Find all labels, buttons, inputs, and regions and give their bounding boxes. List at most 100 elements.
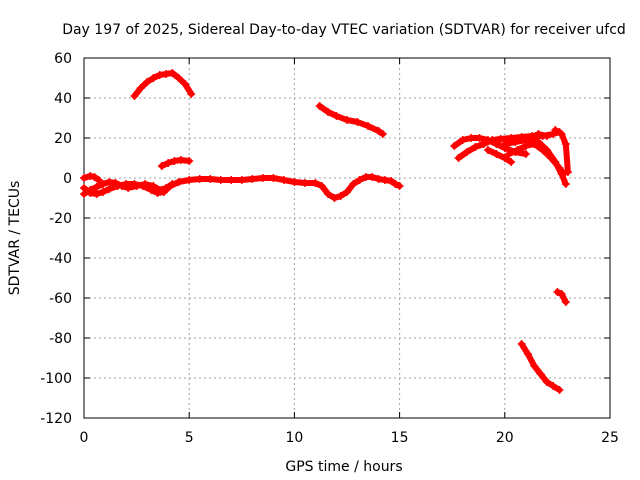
data-point xyxy=(378,130,387,138)
data-point xyxy=(355,176,364,184)
data-point xyxy=(180,80,189,88)
series-arc-drop xyxy=(517,340,564,394)
data-point xyxy=(155,186,164,194)
data-point xyxy=(557,290,566,298)
grid xyxy=(84,58,610,418)
data-point xyxy=(450,142,459,150)
data-point xyxy=(549,382,558,390)
data-point xyxy=(300,179,309,187)
data-point xyxy=(324,108,333,116)
data-point xyxy=(488,136,497,144)
x-tick-label: 5 xyxy=(185,430,194,446)
data-point xyxy=(364,122,373,130)
data-point xyxy=(523,350,532,358)
data-point xyxy=(237,176,246,184)
data-series xyxy=(80,69,572,394)
data-point xyxy=(94,176,103,184)
data-point xyxy=(105,185,114,193)
data-point xyxy=(479,140,488,148)
data-point xyxy=(80,174,88,182)
data-point xyxy=(311,179,320,187)
data-point xyxy=(90,173,99,181)
y-axis-label: SDTVAR / TECUs xyxy=(7,181,23,296)
data-point xyxy=(174,178,183,186)
data-point xyxy=(561,298,570,306)
series-arc-high-early xyxy=(130,69,196,100)
x-tick-label: 20 xyxy=(496,430,514,446)
data-point xyxy=(324,190,333,198)
data-point xyxy=(258,174,267,182)
data-point xyxy=(132,182,141,190)
data-point xyxy=(290,178,299,186)
data-point xyxy=(174,74,183,82)
series-arc-late-c xyxy=(483,146,516,166)
plot-frame xyxy=(83,57,611,419)
data-point xyxy=(86,186,95,194)
data-point xyxy=(561,140,570,148)
data-point xyxy=(530,140,539,148)
series-arc-main-b xyxy=(80,178,177,198)
y-tick-label: -80 xyxy=(49,331,72,347)
data-point xyxy=(185,176,194,184)
data-point xyxy=(513,146,522,154)
data-point xyxy=(269,174,278,182)
data-point xyxy=(517,340,526,348)
series-arc-start xyxy=(80,172,103,184)
x-axis-label: GPS time / hours xyxy=(285,459,402,475)
data-point xyxy=(374,127,383,135)
series-arc-mid-decline xyxy=(315,102,387,138)
data-point xyxy=(157,162,166,170)
data-point xyxy=(471,143,480,151)
series-line xyxy=(316,103,386,137)
data-point xyxy=(117,182,126,190)
data-point xyxy=(561,180,570,188)
data-point xyxy=(330,194,339,202)
data-point xyxy=(111,179,120,187)
y-tick-label: -120 xyxy=(40,411,72,427)
data-point xyxy=(511,138,520,146)
data-point xyxy=(315,102,324,110)
data-point xyxy=(380,176,389,184)
data-point xyxy=(454,154,463,162)
series-arc-late-f xyxy=(551,126,572,176)
data-point xyxy=(92,190,101,198)
data-point xyxy=(505,150,514,158)
data-point xyxy=(553,288,562,296)
x-tick-label: 10 xyxy=(285,430,303,446)
data-point xyxy=(521,142,530,150)
data-point xyxy=(162,184,171,192)
data-point xyxy=(542,132,551,140)
series-line xyxy=(518,131,550,143)
data-point xyxy=(507,158,516,166)
data-point xyxy=(227,176,236,184)
data-point xyxy=(105,178,114,186)
data-point xyxy=(136,84,145,92)
data-point xyxy=(195,175,204,183)
data-point xyxy=(336,192,345,200)
data-point xyxy=(149,74,158,82)
y-tick-label: 20 xyxy=(54,131,72,147)
data-point xyxy=(343,188,351,196)
series-arc-late-small xyxy=(553,288,570,306)
chart-title: Day 197 of 2025, Sidereal Day-to-day VTE… xyxy=(62,22,626,38)
data-point xyxy=(353,118,362,126)
data-point xyxy=(536,370,545,378)
data-point xyxy=(530,362,539,370)
data-point xyxy=(563,168,572,176)
y-tick-label: 0 xyxy=(63,171,72,187)
data-point xyxy=(143,78,152,86)
x-axis: 0 5 10 15 20 25 xyxy=(80,58,619,446)
y-axis: -120 -100 -80 -60 -40 -20 0 20 40 60 xyxy=(40,51,610,427)
y-tick-label: 40 xyxy=(54,91,72,107)
data-point xyxy=(92,183,101,191)
data-point xyxy=(483,146,492,154)
data-point xyxy=(551,126,560,134)
data-point xyxy=(80,190,88,198)
data-point xyxy=(391,180,400,188)
data-point xyxy=(538,146,547,154)
series-line xyxy=(485,147,515,165)
data-point xyxy=(462,148,471,156)
data-point xyxy=(555,164,564,172)
data-point xyxy=(547,154,556,162)
